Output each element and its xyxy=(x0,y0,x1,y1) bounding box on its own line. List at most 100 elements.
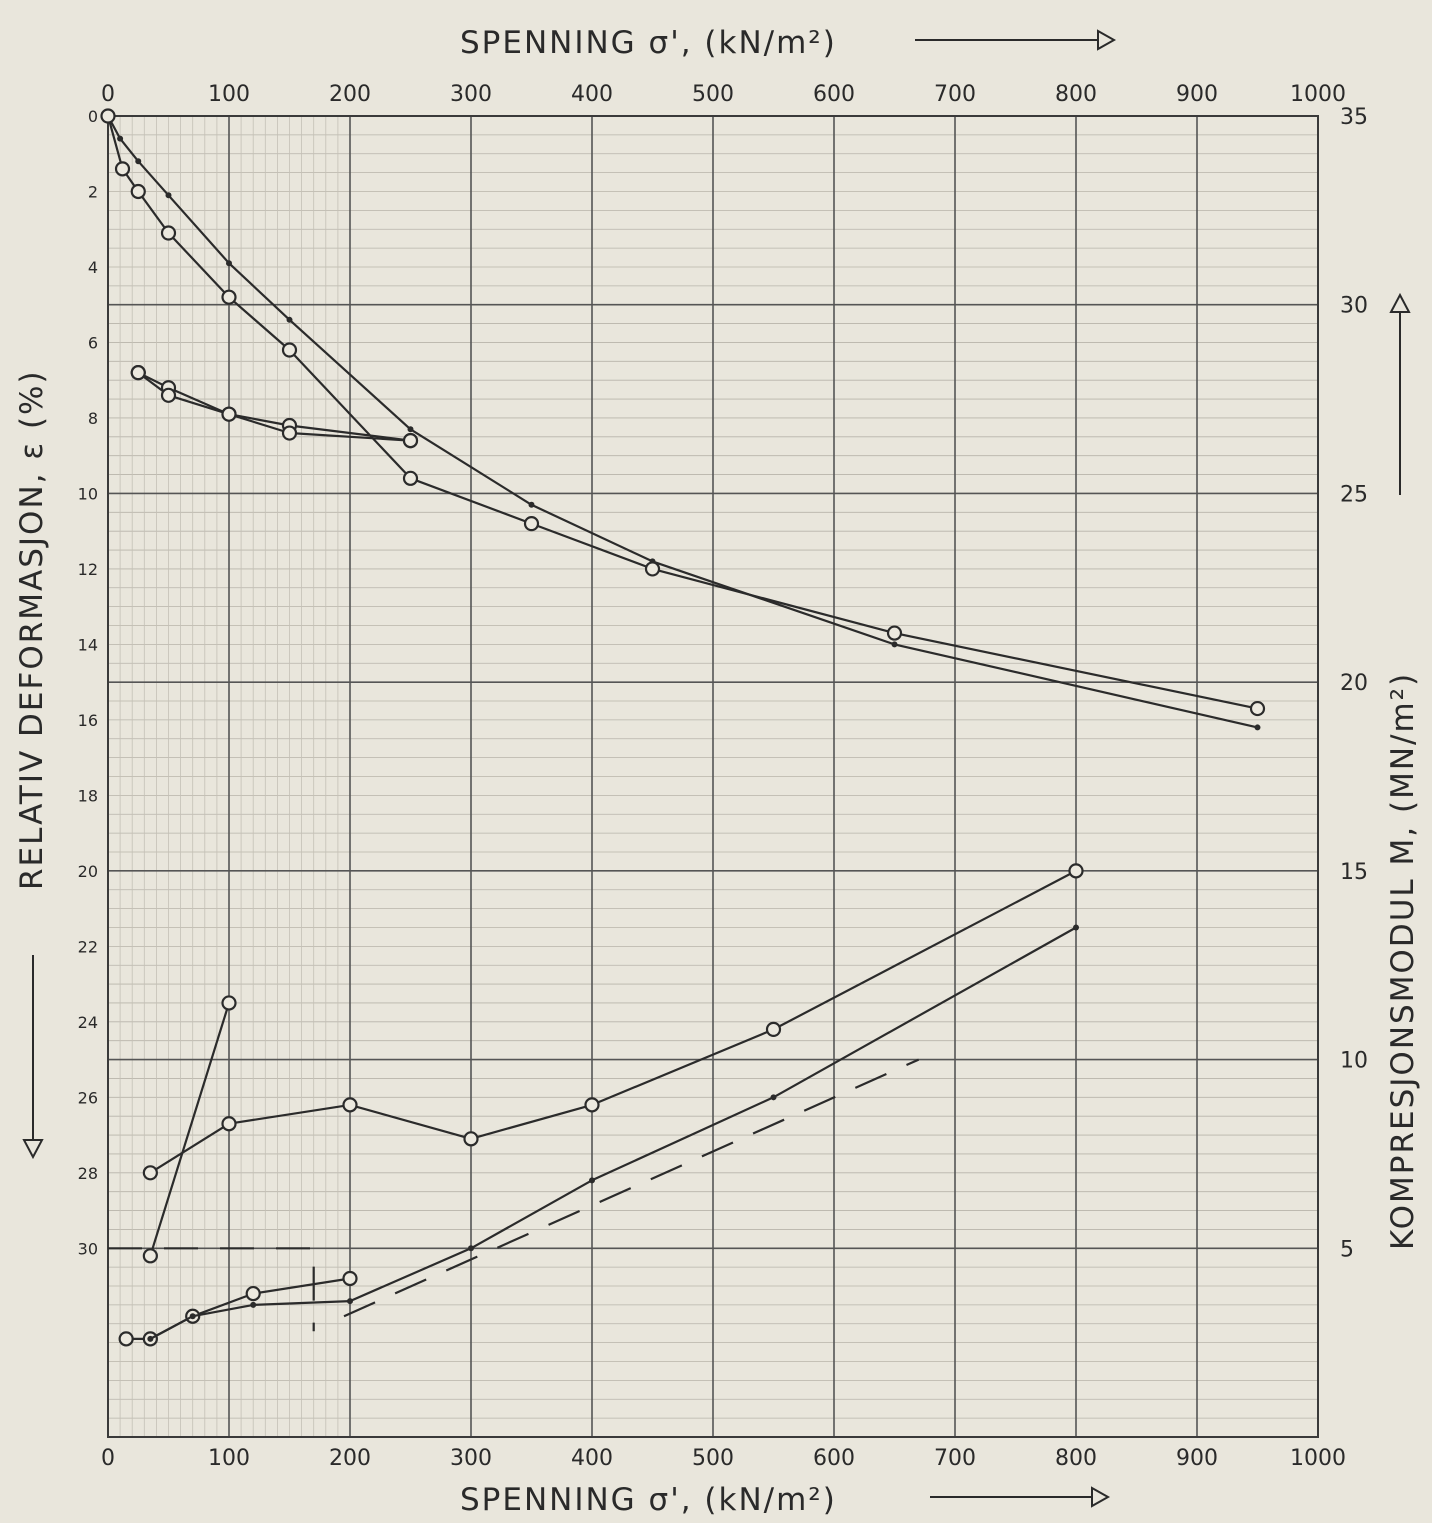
data-point-dot xyxy=(468,1245,474,1252)
data-point-circle xyxy=(245,1285,261,1302)
data-point-dot xyxy=(407,426,414,433)
y-left-axis-title: RELATIV DEFORMASJON, ε (%) xyxy=(14,369,50,890)
major-grid xyxy=(107,115,1319,1438)
data-point-circle xyxy=(160,387,177,403)
y-left-tick-label: 24 xyxy=(78,1013,98,1032)
data-point-dot xyxy=(117,135,124,142)
data-point-dot xyxy=(1073,924,1079,931)
data-point-dot xyxy=(165,192,172,199)
data-point-circle xyxy=(402,470,419,486)
series-layer xyxy=(100,108,1266,1347)
series-line-10 xyxy=(108,1247,315,1332)
y-right-axis-title: KOMPRESJONSMODUL M, (MN/m²) xyxy=(1385,672,1421,1250)
data-point-dot xyxy=(189,1313,196,1320)
x-tick-label-bottom: 800 xyxy=(1055,1446,1097,1471)
series-line-9 xyxy=(343,1058,920,1318)
y-right-tick-label: 35 xyxy=(1340,105,1368,130)
data-point-dot xyxy=(250,1301,257,1308)
series-line-2 xyxy=(106,115,1258,710)
x-tick-label-top: 200 xyxy=(329,82,371,107)
series-line-6 xyxy=(149,1002,231,1257)
data-point-dot xyxy=(147,1335,154,1342)
x-tick-label-top: 400 xyxy=(571,82,613,107)
y-left-tick-label: 10 xyxy=(78,484,98,503)
tick-layer: 0010010020020030030040040050050060060070… xyxy=(78,82,1368,1471)
y-left-tick-label: 0 xyxy=(88,107,98,126)
data-point-circle xyxy=(142,1248,158,1264)
y-left-tick-label: 26 xyxy=(78,1088,98,1107)
data-point-circle xyxy=(130,183,146,200)
series-line-4 xyxy=(137,371,411,442)
y-right-tick-label: 25 xyxy=(1340,482,1368,507)
x-tick-label-bottom: 700 xyxy=(934,1446,976,1471)
x-axis-title: SPENNING σ', (kN/m²) xyxy=(460,1482,837,1518)
top-arrow xyxy=(915,29,1117,51)
data-point-dot xyxy=(770,1094,777,1101)
x-tick-label-top: 800 xyxy=(1055,82,1097,107)
x-tick-label-bottom: 900 xyxy=(1176,1446,1218,1471)
y-left-tick-label: 12 xyxy=(78,560,98,579)
data-point-circle xyxy=(221,289,237,305)
data-point-circle xyxy=(402,432,419,449)
x-tick-label-top: 0 xyxy=(101,82,115,107)
data-point-dot xyxy=(347,1298,353,1305)
y-left-tick-label: 8 xyxy=(88,409,98,428)
x-tick-label-top: 300 xyxy=(450,82,492,107)
data-point-circle xyxy=(765,1021,782,1037)
data-point-circle xyxy=(130,365,146,381)
plot-frame xyxy=(107,115,1319,1438)
x-tick-label-bottom: 300 xyxy=(450,1446,492,1471)
data-point-dot xyxy=(528,501,535,508)
x-tick-label-top: 100 xyxy=(208,82,250,107)
data-point-dot xyxy=(891,641,898,648)
y-left-tick-label: 14 xyxy=(78,635,98,654)
y-right-tick-label: 20 xyxy=(1340,671,1368,696)
data-point-circle xyxy=(221,995,237,1011)
data-point-dot xyxy=(1254,724,1261,731)
x-tick-label-bottom: 600 xyxy=(813,1446,855,1471)
data-point-circle xyxy=(584,1097,600,1113)
y-left-tick-label: 4 xyxy=(88,258,98,277)
data-point-circle xyxy=(114,161,131,177)
top-axis-title: SPENNING σ', (kN/m²) xyxy=(460,25,837,61)
data-point-circle xyxy=(342,1270,358,1287)
data-point-circle xyxy=(100,108,116,124)
y-left-tick-label: 28 xyxy=(78,1164,98,1183)
x-tick-label-bottom: 500 xyxy=(692,1446,734,1471)
data-point-circle xyxy=(281,342,298,358)
data-point-dot xyxy=(135,158,142,165)
y-right-tick-label: 5 xyxy=(1340,1237,1354,1262)
data-point-circle xyxy=(160,225,177,241)
x-tick-label-bottom: 1000 xyxy=(1290,1446,1346,1471)
left-arrow xyxy=(22,955,44,1160)
data-point-circle xyxy=(221,406,237,422)
data-point-circle xyxy=(281,425,298,441)
data-point-circle xyxy=(342,1097,358,1113)
y-left-tick-label: 2 xyxy=(88,182,98,201)
y-right-tick-label: 30 xyxy=(1340,294,1368,319)
y-left-tick-label: 22 xyxy=(78,937,98,956)
data-point-circle xyxy=(118,1331,134,1347)
data-point-dot xyxy=(286,316,293,323)
y-left-tick-label: 18 xyxy=(78,786,98,805)
bottom-arrow xyxy=(930,1486,1111,1508)
data-point-circle xyxy=(142,1165,158,1181)
y-right-tick-label: 15 xyxy=(1340,860,1368,885)
data-point-dot xyxy=(226,260,232,267)
data-point-circle xyxy=(1068,863,1084,879)
x-tick-label-bottom: 0 xyxy=(101,1446,115,1471)
series-line-8 xyxy=(149,926,1077,1340)
data-point-circle xyxy=(221,1116,237,1132)
y-left-tick-label: 20 xyxy=(78,862,98,881)
y-left-tick-label: 6 xyxy=(88,333,98,352)
x-tick-label-bottom: 100 xyxy=(208,1446,250,1471)
data-point-circle xyxy=(523,516,540,532)
y-right-tick-label: 10 xyxy=(1340,1049,1368,1074)
right-arrow xyxy=(1389,292,1411,495)
x-tick-label-top: 500 xyxy=(692,82,734,107)
x-tick-label-top: 600 xyxy=(813,82,855,107)
y-left-tick-label: 16 xyxy=(78,711,98,730)
x-tick-label-bottom: 400 xyxy=(571,1446,613,1471)
y-left-tick-label: 30 xyxy=(78,1239,98,1258)
